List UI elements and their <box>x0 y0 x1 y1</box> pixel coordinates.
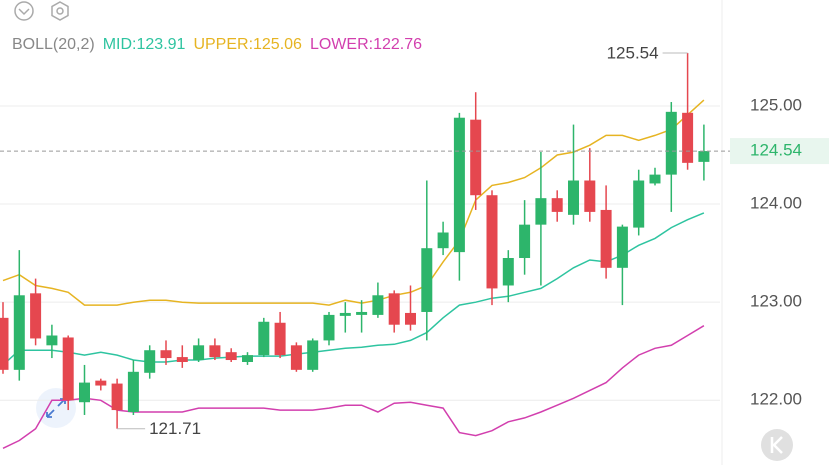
settings-icon[interactable] <box>51 1 69 21</box>
bands <box>2 99 705 449</box>
band-line <box>2 99 705 306</box>
zoom-arrows <box>46 398 66 418</box>
candle-body <box>95 380 107 386</box>
candle-body <box>698 151 710 162</box>
candle-body <box>290 345 302 370</box>
candle-body <box>682 112 694 163</box>
candle-body <box>176 357 188 362</box>
candle-body <box>421 248 433 312</box>
collapse-icon[interactable] <box>14 1 34 21</box>
candle-body <box>225 352 237 361</box>
candle-body <box>535 198 547 225</box>
y-tick-label: 124.00 <box>750 194 802 213</box>
candle-body <box>486 195 498 289</box>
candle-body <box>0 317 9 370</box>
candle-body <box>405 312 416 325</box>
candle-body <box>79 382 90 403</box>
legend-entry: MID:123.91 <box>103 36 186 53</box>
candle-body <box>274 322 286 356</box>
kline-button-bg[interactable] <box>761 429 793 461</box>
candle-body <box>372 295 384 315</box>
current-price-label: 124.54 <box>750 141 802 160</box>
kline-glyph <box>770 436 783 454</box>
candle-body <box>144 350 156 373</box>
candle-body <box>127 371 139 413</box>
min-label: 121.71 <box>149 419 201 438</box>
y-tick-label: 125.00 <box>750 95 802 114</box>
current-price-bg <box>730 138 829 165</box>
candle-body <box>633 180 645 228</box>
candle-body <box>307 340 319 370</box>
y-tick-label: 123.00 <box>750 292 802 311</box>
candles <box>0 52 710 429</box>
candle-body <box>665 111 677 175</box>
legend-entry: UPPER:125.06 <box>193 36 302 53</box>
settings-icons[interactable] <box>14 1 69 21</box>
candle-body <box>209 345 221 358</box>
candle-body <box>111 383 123 411</box>
kline-button[interactable] <box>761 429 793 461</box>
candle-body <box>323 314 335 341</box>
labels: BOLL(20,2) 122.00 123.00 124.00 125.00 124.5… <box>0 36 829 438</box>
candle-body <box>356 311 368 315</box>
candle-body <box>616 226 628 268</box>
candle-body <box>437 232 449 249</box>
candle-body <box>502 258 514 286</box>
band-line <box>2 325 705 449</box>
candle-body <box>470 119 482 196</box>
candle-body <box>584 180 596 212</box>
collapse-chevron <box>18 8 30 16</box>
candle-body <box>600 209 612 268</box>
indicator-label: BOLL(20,2) <box>12 36 95 53</box>
candle-body <box>453 117 465 253</box>
settings-dot <box>56 7 64 15</box>
candle-body <box>193 345 205 361</box>
candle-body <box>568 180 579 215</box>
candle-body <box>649 174 661 184</box>
max-label: 125.54 <box>607 43 659 62</box>
y-tick-label: 122.00 <box>750 390 802 409</box>
candle-body <box>160 350 172 359</box>
candle-body <box>258 321 270 356</box>
candle-body <box>62 337 74 401</box>
candle-body <box>519 224 531 259</box>
candle-body <box>551 198 563 212</box>
legend-entry: LOWER:122.76 <box>310 36 422 53</box>
candle-body <box>242 355 253 362</box>
candle-body <box>46 335 58 346</box>
candle-body <box>13 295 25 370</box>
candle-body <box>388 293 400 325</box>
band-line <box>2 212 705 366</box>
candle-body <box>30 293 42 339</box>
candle-body <box>339 312 351 316</box>
